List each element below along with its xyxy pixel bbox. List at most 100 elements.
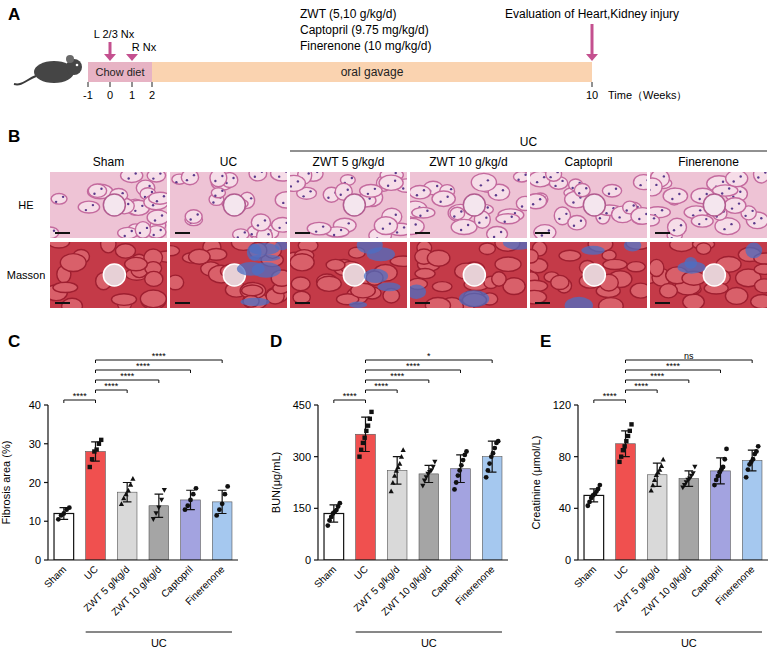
- nucleus: [764, 172, 766, 174]
- tubule: [116, 244, 136, 258]
- error-bar: [123, 483, 132, 502]
- tubule: [559, 250, 581, 261]
- fibrosis-patch: [459, 290, 489, 307]
- y-tick: [44, 404, 48, 405]
- tubule: [754, 172, 767, 183]
- tubule: [754, 264, 767, 274]
- mouse-tail: [14, 76, 36, 84]
- data-point: [366, 423, 370, 427]
- nucleus: [757, 176, 759, 178]
- bar-chart: C010203040Fibrosis area (%)ShamUCZWT 5 g…: [0, 332, 238, 649]
- tubule: [251, 214, 270, 231]
- nucleus: [673, 229, 675, 231]
- nucleus: [739, 191, 741, 193]
- tubule: [249, 172, 267, 181]
- nucleus: [517, 179, 519, 181]
- nucleus: [316, 172, 318, 173]
- tubule: [432, 191, 455, 206]
- nucleus: [580, 220, 582, 222]
- nucleus: [511, 216, 513, 218]
- marks: [584, 422, 762, 560]
- nucleus: [615, 188, 617, 190]
- drug-label: ZWT (5,10 g/kg/d): [300, 7, 396, 21]
- nucleus: [290, 185, 292, 187]
- nucleus: [760, 217, 762, 219]
- tubule: [360, 185, 383, 198]
- histology-image: [50, 172, 167, 238]
- tubule: [317, 276, 341, 291]
- tubule: [530, 194, 547, 209]
- diet-label: Chow diet: [96, 66, 145, 78]
- column-label: Finerenone: [678, 155, 739, 169]
- nucleus: [152, 204, 154, 206]
- data-point: [621, 448, 625, 452]
- tubule: [60, 254, 86, 272]
- significance-label: ****: [666, 361, 681, 371]
- tubule: [603, 259, 627, 269]
- nucleus: [705, 193, 707, 195]
- nucleus: [423, 189, 425, 191]
- scale-bar: [55, 232, 70, 234]
- data-point: [659, 463, 664, 468]
- nucleus: [278, 175, 280, 177]
- nucleus: [626, 209, 628, 211]
- nucleus: [322, 225, 324, 227]
- tubule: [691, 215, 713, 227]
- data-point: [357, 454, 361, 458]
- time-tick-label: 0: [107, 89, 113, 101]
- glomerulus: [223, 194, 245, 216]
- nucleus: [618, 216, 620, 218]
- y-tick: [44, 559, 48, 560]
- tissue-ground: [290, 242, 407, 308]
- mouse-ear: [66, 55, 74, 63]
- nucleus: [395, 172, 397, 174]
- nucleus: [521, 205, 523, 207]
- glomerulus: [703, 264, 725, 286]
- row-label: Masson: [7, 269, 46, 281]
- data-point: [389, 489, 394, 494]
- nucleus: [705, 218, 707, 220]
- y-tick-label: 0: [35, 554, 41, 566]
- data-point: [130, 476, 135, 481]
- nucleus: [680, 224, 682, 226]
- error-bar: [91, 442, 100, 461]
- y-tick: [314, 508, 318, 509]
- nucleus: [348, 222, 350, 224]
- data-point: [392, 473, 397, 478]
- nucleus: [327, 197, 329, 199]
- bar: [419, 474, 439, 560]
- data-point: [597, 483, 602, 488]
- nucleus: [500, 231, 502, 233]
- tubule: [574, 184, 590, 197]
- nucleus: [367, 193, 369, 195]
- data-point: [88, 465, 92, 469]
- tubule: [650, 259, 664, 276]
- tubule: [51, 194, 67, 205]
- panel-letter: B: [8, 127, 20, 146]
- tubule: [379, 175, 403, 190]
- group-line: [356, 632, 502, 633]
- scale-bar: [295, 232, 310, 234]
- nucleus: [134, 210, 136, 212]
- nucleus: [732, 180, 734, 182]
- nucleus: [663, 175, 665, 177]
- fibrosis-patch: [581, 246, 605, 255]
- bar: [356, 434, 376, 560]
- tubule: [627, 262, 645, 272]
- tubule: [189, 249, 210, 264]
- tubule: [415, 269, 435, 279]
- error-bar: [186, 490, 195, 509]
- error-bar: [748, 450, 757, 471]
- glomerulus: [583, 264, 605, 286]
- data-point: [325, 523, 330, 528]
- nucleus: [480, 184, 482, 186]
- histology-image: [410, 172, 527, 238]
- scale-bar: [295, 302, 310, 304]
- bar: [679, 479, 699, 560]
- x-tick-label: Finerenone: [453, 563, 497, 607]
- figure: AChow dietoral gavage-101210Time（Weeks）L…: [0, 0, 783, 666]
- nucleus: [487, 179, 489, 181]
- tubule: [147, 210, 167, 225]
- nucleus: [633, 204, 635, 206]
- scale-bar: [655, 302, 670, 304]
